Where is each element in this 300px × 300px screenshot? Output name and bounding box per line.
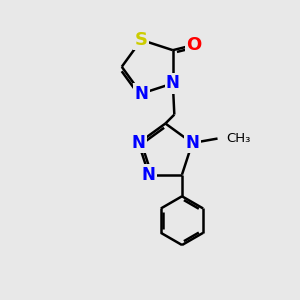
Text: N: N	[142, 166, 156, 184]
Text: N: N	[134, 85, 148, 103]
Text: N: N	[166, 74, 180, 92]
Text: N: N	[132, 134, 145, 152]
Text: S: S	[135, 31, 148, 49]
Text: CH₃: CH₃	[226, 132, 250, 145]
Text: N: N	[185, 134, 199, 152]
Text: O: O	[187, 36, 202, 54]
